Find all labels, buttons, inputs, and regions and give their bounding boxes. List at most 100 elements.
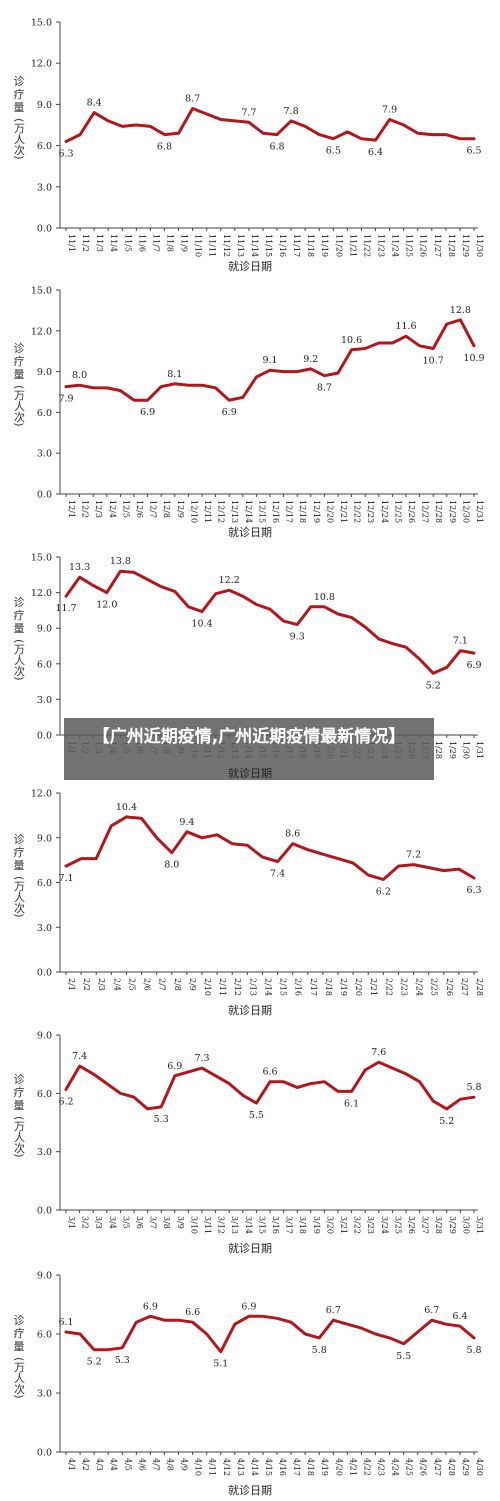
data-label: 8.0 — [72, 370, 87, 381]
x-tick-label: 4/26 — [419, 1458, 428, 1476]
y-tick-label: 12.0 — [31, 789, 52, 800]
data-label: 7.7 — [241, 107, 256, 118]
x-tick-label: 1/28 — [434, 741, 443, 759]
data-label: 6.9 — [222, 407, 237, 418]
data-label: 6.4 — [452, 1311, 467, 1322]
x-tick-label: 1/31 — [475, 741, 484, 759]
data-label: 5.3 — [115, 1355, 130, 1366]
data-label: 13.8 — [110, 556, 131, 567]
x-tick-label: 4/30 — [475, 1458, 484, 1476]
x-tick-label: 12/9 — [176, 500, 185, 518]
x-tick-label: 12/23 — [366, 500, 375, 523]
x-tick-label: 3/11 — [203, 1216, 212, 1234]
y-axis-label-part: (万人次) — [12, 118, 26, 160]
data-label: 10.6 — [341, 335, 362, 346]
x-tick-label: 4/21 — [348, 1458, 357, 1476]
x-tick-label: 3/3 — [94, 1216, 103, 1229]
y-axis-label: 诊疗量 (万人次) — [8, 833, 30, 918]
x-tick-label: 11/5 — [123, 234, 132, 252]
x-tick-label: 11/20 — [334, 234, 343, 257]
x-tick-label: 12/11 — [203, 500, 212, 523]
x-axis-label: 就诊日期 — [228, 1242, 272, 1255]
y-axis-label: 诊疗量 (万人次) — [8, 1073, 30, 1158]
x-tick-label: 11/27 — [433, 234, 442, 257]
x-tick-label: 11/23 — [377, 234, 386, 257]
x-tick-label: 3/18 — [298, 1216, 307, 1234]
x-tick-label: 3/2 — [81, 1216, 90, 1229]
y-axis-label: 诊疗量 (万人次) — [8, 1314, 30, 1399]
y-axis-label-part: 量 — [13, 1339, 25, 1353]
data-label: 5.8 — [466, 1082, 481, 1093]
data-label: 5.3 — [154, 1114, 169, 1125]
data-label: 10.8 — [314, 592, 335, 603]
series-line — [64, 1314, 476, 1354]
chart-2: 0.0 3.0 6.0 9.0 12.0 15.0 12/1 12/2 12/3 12/4 12/5… — [0, 0, 500, 539]
data-label: 7.4 — [270, 869, 285, 880]
x-tick-label: 12/17 — [285, 500, 294, 523]
data-label: 8.6 — [285, 829, 300, 840]
x-tick-label: 11/18 — [306, 234, 315, 257]
x-tick-label: 11/28 — [447, 234, 456, 257]
data-label: 6.9 — [241, 1301, 256, 1312]
y-axis-label-part: 量 — [13, 858, 25, 872]
data-label: 6.6 — [185, 1307, 200, 1318]
data-label: 10.7 — [423, 355, 444, 366]
data-label: 6.9 — [167, 1061, 182, 1072]
x-tick-label: 2/4 — [112, 978, 121, 991]
x-tick-label: 3/28 — [434, 1216, 443, 1234]
y-tick-label: 0.0 — [37, 968, 52, 979]
data-label: 12.8 — [450, 305, 471, 316]
x-tick-label: 2/8 — [173, 978, 182, 991]
y-tick-label: 9.0 — [37, 833, 52, 844]
y-axis-label-part: 量 — [13, 1098, 25, 1112]
chart-1: 0.0 3.0 6.0 9.0 12.0 15.0 11/1 11/2 11/3 11/4 11/5… — [0, 0, 500, 273]
x-tick-label: 3/17 — [285, 1216, 294, 1234]
y-tick-label: 0.0 — [37, 1448, 52, 1459]
data-label: 5.5 — [249, 1110, 264, 1121]
data-label: 10.4 — [116, 802, 137, 813]
x-tick-label: 12/28 — [434, 500, 443, 523]
x-tick-label: 11/11 — [208, 234, 217, 257]
x-tick-label: 12/14 — [244, 500, 253, 523]
y-axis-label-part: 量 — [13, 622, 25, 635]
data-label: 8.7 — [185, 94, 200, 105]
data-label: 8.7 — [317, 383, 332, 394]
x-tick-label: 11/14 — [250, 234, 259, 257]
x-tick-label: 4/20 — [334, 1458, 343, 1476]
x-tick-label: 2/2 — [82, 978, 91, 991]
data-label: 5.8 — [466, 1345, 481, 1356]
x-tick-label: 11/19 — [320, 234, 329, 257]
x-tick-label: 12/7 — [149, 500, 158, 518]
y-tick-label: 9.0 — [37, 1031, 52, 1042]
y-tick-label: 12.0 — [31, 59, 52, 70]
y-axis-label-part: 疗 — [13, 609, 25, 622]
x-tick-label: 3/15 — [257, 1216, 266, 1234]
y-axis-label-part: 诊 — [13, 342, 25, 355]
y-axis-label-part: 诊 — [13, 75, 25, 88]
x-tick-label: 12/1 — [67, 500, 76, 518]
x-tick-label: 2/14 — [263, 978, 272, 996]
x-tick-label: 1/29 — [448, 741, 457, 759]
x-tick-label: 3/25 — [393, 1216, 402, 1234]
x-tick-label: 3/29 — [448, 1216, 457, 1234]
x-tick-label: 4/5 — [123, 1458, 132, 1471]
data-label: 6.9 — [143, 1301, 158, 1312]
data-label: 5.5 — [396, 1351, 411, 1362]
x-tick-label: 11/30 — [475, 234, 484, 257]
x-tick-label: 11/8 — [165, 234, 174, 252]
x-tick-label: 3/1 — [67, 1216, 76, 1229]
x-tick-label: 12/20 — [325, 500, 334, 523]
x-tick-label: 3/23 — [366, 1216, 375, 1234]
data-label: 6.7 — [424, 1305, 439, 1316]
x-tick-label: 4/14 — [250, 1458, 259, 1476]
x-tick-label: 4/8 — [165, 1458, 174, 1471]
x-tick-label: 12/31 — [475, 500, 484, 523]
x-tick-label: 3/10 — [189, 1216, 198, 1234]
x-tick-label: 4/15 — [264, 1458, 273, 1476]
x-axis-label: 就诊日期 — [228, 767, 272, 780]
y-tick-label: 6.0 — [37, 141, 52, 152]
x-tick-label: 4/11 — [208, 1458, 217, 1476]
x-tick-label: 3/12 — [217, 1216, 226, 1234]
series-line — [64, 318, 476, 402]
y-axis-label-part: 量 — [13, 368, 25, 381]
